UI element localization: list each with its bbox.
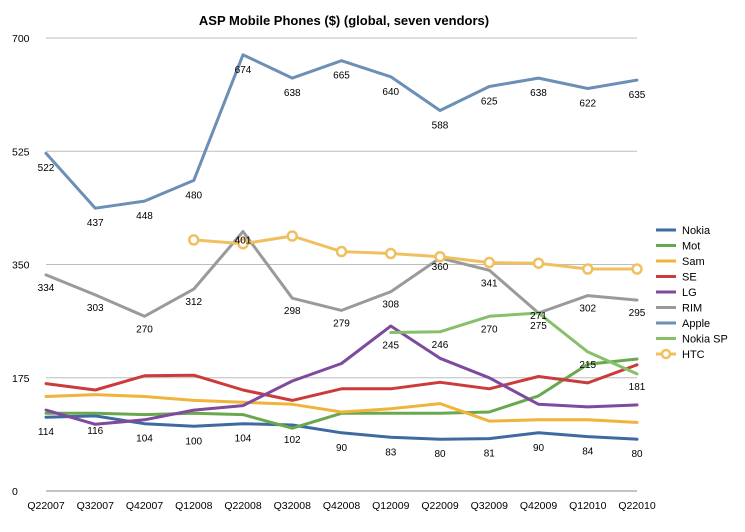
series-line-apple — [44, 53, 639, 210]
x-tick-label: Q22008 — [224, 500, 262, 512]
x-tick-label: Q32009 — [471, 500, 509, 512]
chart-title: ASP Mobile Phones ($) (global, seven ven… — [199, 13, 489, 28]
data-point-htc — [188, 234, 200, 246]
data-label-nokia: 116 — [87, 426, 103, 437]
data-label-apple: 625 — [481, 97, 498, 108]
data-point-htc — [483, 256, 495, 269]
x-tick-label: Q22009 — [421, 500, 459, 512]
data-label-apple: 665 — [333, 71, 350, 82]
legend-label-htc: HTC — [682, 349, 705, 361]
legend-marker-htc — [660, 348, 672, 360]
data-label-nokia: 83 — [385, 447, 397, 458]
data-point-htc — [385, 247, 397, 260]
data-label-nokia: 80 — [434, 449, 446, 460]
x-tick-label: Q42008 — [323, 500, 361, 512]
series-line-lg — [44, 324, 639, 426]
data-label-nokia: 81 — [484, 449, 496, 460]
data-point-htc — [532, 257, 545, 269]
y-tick-label: 525 — [12, 146, 30, 158]
legend-label-nokia: Nokia — [682, 225, 711, 237]
legend-label-mot: Mot — [682, 241, 700, 253]
data-label-apple: 674 — [235, 65, 252, 76]
x-tick-label: Q12009 — [372, 500, 410, 512]
data-label-rim: 334 — [38, 283, 55, 294]
legend-label-se: SE — [682, 272, 697, 284]
legend: Nokia Mot Sam SE LG RIM Apple Nokia SP HTC — [656, 225, 728, 361]
x-tick-label: Q22007 — [27, 500, 65, 512]
data-label-rim: 271 — [530, 311, 547, 322]
data-label-apple: 622 — [579, 98, 596, 109]
data-label-nokia-sp: 270 — [481, 324, 498, 335]
legend-label-lg: LG — [682, 287, 697, 299]
x-tick-label: Q32007 — [77, 500, 115, 512]
data-label-nokia-sp: 215 — [579, 360, 596, 371]
data-label-nokia-sp: 246 — [432, 340, 449, 351]
data-label-apple: 638 — [530, 88, 547, 99]
data-label-apple: 588 — [432, 120, 449, 131]
data-label-nokia: 90 — [533, 443, 545, 454]
series-lines — [44, 53, 643, 441]
data-point-htc — [335, 245, 348, 258]
data-point-htc — [237, 238, 249, 250]
data-label-rim: 341 — [481, 278, 498, 289]
series-line-nokia-sp — [389, 311, 639, 376]
y-tick-label: 0 — [12, 486, 18, 498]
data-label-nokia: 84 — [582, 447, 594, 458]
data-label-apple: 522 — [38, 163, 55, 174]
data-label-nokia-sp: 275 — [530, 321, 547, 332]
data-label-rim: 312 — [185, 297, 202, 308]
series-line-htc — [192, 234, 639, 271]
data-label-rim: 360 — [432, 262, 449, 273]
data-label-rim: 303 — [87, 303, 104, 314]
data-point-htc — [631, 263, 643, 275]
series-line-sam — [44, 393, 639, 424]
data-label-apple: 638 — [284, 88, 301, 99]
data-labels: 114 116 104 100 104 102 90 83 80 81 90 84 80 334 303 27… — [38, 65, 646, 460]
y-tick-label: 350 — [12, 260, 30, 272]
data-label-nokia: 90 — [336, 443, 348, 454]
data-label-nokia: 104 — [136, 434, 153, 445]
data-label-rim: 298 — [284, 306, 301, 317]
data-label-rim: 270 — [136, 324, 153, 335]
y-tick-label: 175 — [12, 373, 30, 385]
x-tick-label: Q42007 — [126, 500, 164, 512]
data-label-rim: 308 — [382, 300, 399, 311]
x-tick-label: Q12010 — [569, 500, 607, 512]
data-point-htc — [286, 230, 298, 242]
data-label-rim: 279 — [333, 318, 350, 329]
data-label-apple: 635 — [629, 90, 646, 101]
x-axis-ticks: Q22007 Q32007 Q42007 Q12008 Q22008 Q32008 Q420… — [27, 500, 656, 512]
x-tick-label: Q22010 — [618, 500, 656, 512]
data-label-nokia-sp: 245 — [382, 340, 399, 351]
data-label-rim: 302 — [579, 304, 596, 315]
data-label-nokia: 80 — [631, 449, 643, 460]
legend-label-rim: RIM — [682, 303, 702, 315]
data-label-apple: 448 — [136, 211, 153, 222]
x-tick-label: Q32008 — [274, 500, 312, 512]
data-label-nokia: 100 — [185, 436, 202, 447]
data-label-apple: 480 — [185, 190, 202, 201]
x-tick-label: Q42009 — [520, 500, 558, 512]
series-line-nokia — [44, 414, 639, 441]
series-line-rim — [44, 230, 639, 318]
legend-label-apple: Apple — [682, 318, 710, 330]
series-line-mot — [44, 357, 639, 430]
data-label-nokia-sp: 181 — [629, 382, 646, 393]
series-line-se — [44, 363, 639, 402]
legend-label-nokia-sp: Nokia SP — [682, 334, 728, 346]
y-tick-label: 700 — [12, 33, 30, 45]
x-tick-label: Q12008 — [175, 500, 213, 512]
data-label-apple: 640 — [382, 87, 399, 98]
legend-label-sam: Sam — [682, 256, 705, 268]
y-axis-ticks: 0 175 350 525 700 — [12, 33, 30, 498]
data-point-htc — [582, 263, 594, 275]
data-label-rim: 295 — [629, 308, 646, 319]
data-point-htc — [434, 250, 446, 263]
data-label-rim: 401 — [235, 235, 252, 246]
data-label-nokia: 104 — [235, 434, 252, 445]
data-label-nokia: 114 — [38, 427, 54, 438]
data-label-apple: 437 — [87, 218, 104, 229]
data-label-nokia: 102 — [284, 435, 301, 446]
